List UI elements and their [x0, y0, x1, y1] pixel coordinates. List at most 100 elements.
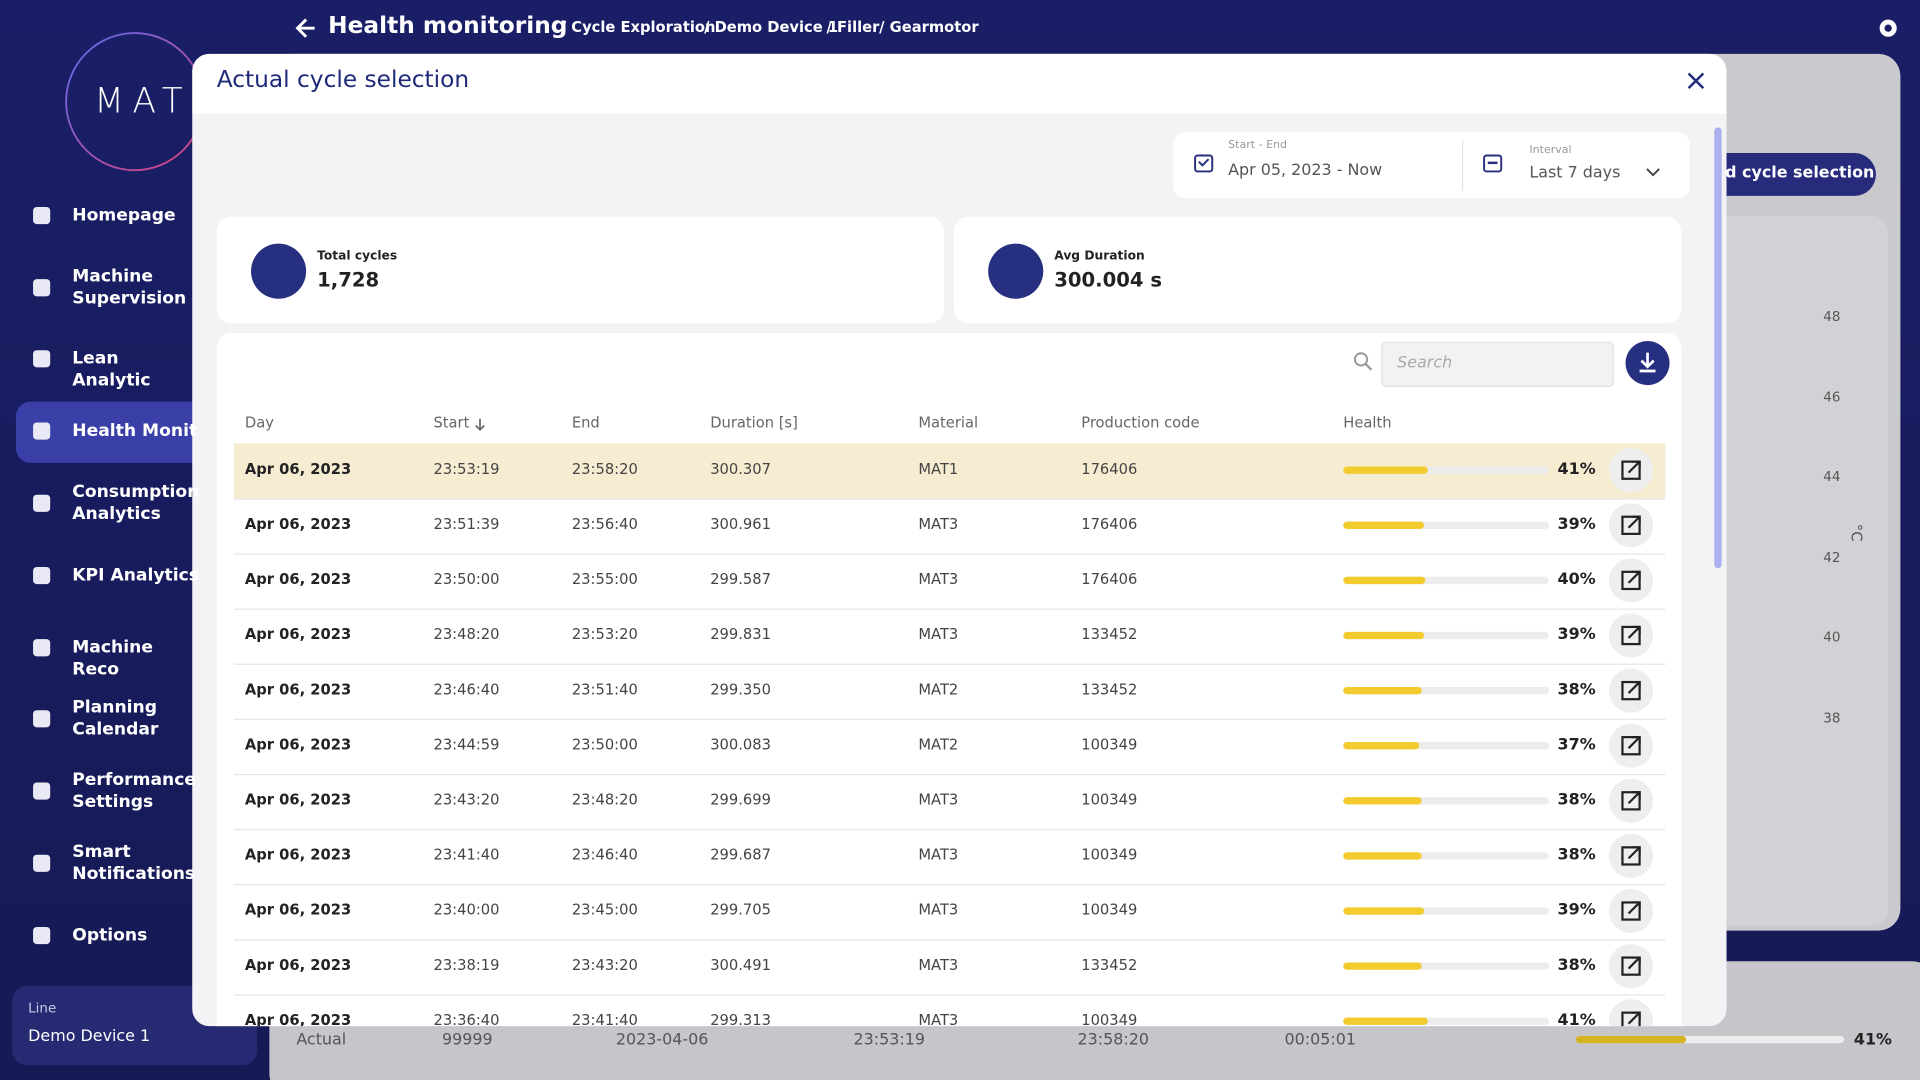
settings-icon[interactable]: [1876, 16, 1900, 40]
interval-label: Interval: [1529, 144, 1572, 157]
table-cell: 133452: [1081, 625, 1138, 643]
open-icon: [1621, 680, 1641, 701]
open-button[interactable]: [1608, 944, 1654, 989]
open-icon: [1621, 1011, 1641, 1027]
dropdown-caret[interactable]: [1646, 168, 1661, 178]
table-row[interactable]: [233, 664, 1666, 721]
column-header: End: [571, 413, 600, 432]
table-cell: Apr 06, 2023: [244, 625, 352, 643]
open-button[interactable]: [1608, 888, 1654, 934]
kpi-icon: [251, 243, 307, 299]
breadcrumb[interactable]: / Demo Device 1: [704, 18, 839, 36]
health-label: 41%: [1557, 460, 1596, 479]
nav-item[interactable]: Consumption Analytics: [72, 482, 200, 525]
table-cell: 23:46:40: [433, 680, 500, 698]
axis-tick-label: 40: [1823, 629, 1841, 646]
table-cell: 299.313: [710, 1011, 771, 1027]
close-button[interactable]: [1686, 71, 1706, 91]
table-cell: Apr 06, 2023: [244, 846, 352, 864]
health-bar: [1343, 852, 1422, 860]
open-button[interactable]: [1608, 778, 1654, 823]
nav-item[interactable]: Planning Calendar: [72, 697, 159, 740]
nav-item[interactable]: Smart Notifications: [72, 842, 196, 885]
breadcrumb[interactable]: / Cycle Exploration: [560, 18, 716, 36]
open-icon: [1621, 460, 1641, 480]
table-cell: 299.699: [710, 791, 771, 809]
nav-icon: [33, 854, 51, 872]
nav-item[interactable]: Machine Supervision: [72, 266, 187, 309]
table-cell: 23:55:00: [571, 570, 638, 588]
table-cell: 23:44:59: [433, 735, 500, 754]
kpi-value: 1,728: [317, 268, 380, 292]
table-row[interactable]: [233, 884, 1666, 941]
axis-tick-label: 48: [1823, 308, 1841, 325]
nav-item[interactable]: Health Monit: [72, 421, 198, 441]
open-button[interactable]: [1608, 723, 1654, 768]
open-button[interactable]: [1608, 613, 1654, 658]
scrollbar[interactable]: [1714, 127, 1722, 569]
table-cell: MAT3: [918, 1011, 959, 1027]
open-button[interactable]: [1608, 668, 1654, 713]
range-label: Start - End: [1228, 139, 1288, 152]
column-header: Day: [244, 413, 274, 432]
table-cell: 23:56:40: [571, 515, 638, 533]
open-button[interactable]: [1608, 448, 1654, 493]
table-row[interactable]: [233, 939, 1666, 996]
open-icon: [1621, 956, 1641, 976]
table-cell: 23:53:20: [571, 625, 638, 643]
nav-icon: [33, 279, 51, 297]
background-button-label[interactable]: ed cycle selection: [1714, 164, 1875, 183]
table-row[interactable]: [233, 719, 1666, 776]
table-row[interactable]: [233, 774, 1666, 831]
nav-icon: [33, 206, 51, 225]
download-button[interactable]: [1625, 340, 1670, 386]
table-cell: MAT3: [918, 956, 959, 974]
open-button[interactable]: [1608, 558, 1654, 603]
modal-header: [192, 53, 1727, 114]
kpi-value: 300.004 s: [1054, 268, 1163, 292]
open-button[interactable]: [1608, 833, 1654, 878]
nav-item[interactable]: KPI Analytics: [72, 565, 199, 586]
nav-item[interactable]: Options: [72, 925, 148, 946]
health-track: [1343, 576, 1549, 585]
range-value[interactable]: Apr 05, 2023 - Now: [1228, 161, 1383, 181]
nav-item[interactable]: Homepage: [72, 205, 176, 226]
table-row[interactable]: [233, 829, 1666, 886]
table-row[interactable]: [233, 498, 1666, 555]
nav-item[interactable]: Lean Analytic: [72, 348, 151, 391]
nav-icon: [33, 494, 51, 512]
table-cell: 23:43:20: [433, 791, 500, 809]
health-track: [1343, 797, 1549, 805]
table-cell: MAT2: [918, 735, 959, 754]
nav-item[interactable]: Performance Settings: [72, 770, 197, 812]
search-icon: [1353, 352, 1373, 371]
table-row[interactable]: [233, 443, 1666, 500]
summary-cell: Actual: [296, 1031, 347, 1050]
nav-item[interactable]: Machine Reco: [72, 637, 153, 680]
health-bar: [1343, 797, 1422, 805]
health-label: 38%: [1557, 956, 1596, 975]
open-icon: [1621, 846, 1641, 866]
nav-icon: [33, 422, 51, 440]
axis-tick-label: 38: [1823, 710, 1841, 727]
column-header: Production code: [1081, 413, 1200, 432]
health-track: [1343, 631, 1549, 640]
table-row[interactable]: [233, 609, 1666, 665]
breadcrumb[interactable]: / Gearmotor: [879, 18, 979, 36]
kpi-label: Total cycles: [317, 249, 398, 264]
back-arrow[interactable]: [294, 16, 318, 40]
sort-icon[interactable]: [474, 418, 486, 433]
table-cell: 299.350: [710, 680, 771, 698]
summary-cell: 23:53:19: [853, 1031, 925, 1050]
table-row[interactable]: [233, 553, 1666, 610]
interval-value[interactable]: Last 7 days: [1529, 164, 1621, 183]
table-cell: 23:46:40: [571, 846, 638, 864]
open-button[interactable]: [1608, 999, 1654, 1027]
line-label: Line: [28, 1000, 57, 1017]
open-icon: [1621, 625, 1641, 646]
search-input[interactable]: [1381, 341, 1614, 387]
table-cell: 23:48:20: [571, 791, 638, 809]
health-label: 37%: [1557, 735, 1596, 755]
breadcrumb[interactable]: / Filler: [826, 18, 880, 36]
open-button[interactable]: [1608, 503, 1654, 548]
